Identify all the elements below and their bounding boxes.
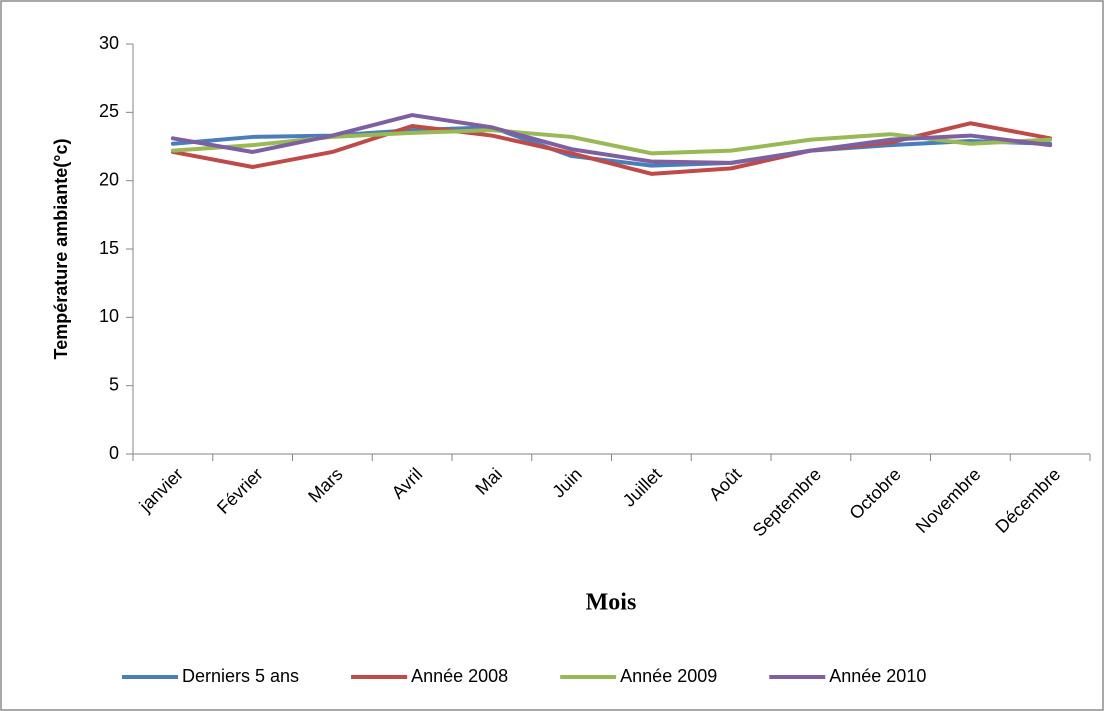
y-tick-label: 0 bbox=[109, 443, 119, 463]
y-tick-label: 25 bbox=[99, 101, 119, 121]
y-tick-label: 5 bbox=[109, 374, 119, 394]
legend-label: Année 2010 bbox=[829, 666, 926, 686]
y-tick-label: 20 bbox=[99, 169, 119, 189]
y-tick-label: 15 bbox=[99, 238, 119, 258]
y-tick-label: 30 bbox=[99, 33, 119, 53]
y-tick-label: 10 bbox=[99, 306, 119, 326]
series-line bbox=[170, 113, 1053, 165]
legend-label: Année 2009 bbox=[620, 666, 717, 686]
y-axis-title: Température ambiante(°c) bbox=[51, 139, 71, 360]
x-axis-title: Mois bbox=[586, 590, 637, 616]
legend-label: Derniers 5 ans bbox=[182, 666, 299, 686]
legend-label: Année 2008 bbox=[411, 666, 508, 686]
series-line bbox=[170, 125, 1053, 168]
